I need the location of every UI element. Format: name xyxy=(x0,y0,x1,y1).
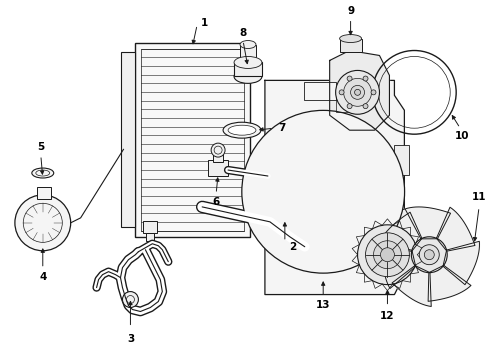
Circle shape xyxy=(355,89,361,95)
Ellipse shape xyxy=(32,168,54,178)
Circle shape xyxy=(122,292,138,307)
Polygon shape xyxy=(405,207,450,239)
Bar xyxy=(394,209,409,229)
Circle shape xyxy=(412,237,447,273)
Text: 12: 12 xyxy=(380,311,395,321)
Polygon shape xyxy=(383,243,416,288)
Circle shape xyxy=(336,71,379,114)
Polygon shape xyxy=(392,266,431,306)
Ellipse shape xyxy=(228,125,256,135)
Text: 13: 13 xyxy=(316,300,330,310)
Polygon shape xyxy=(437,207,475,251)
Circle shape xyxy=(358,225,417,285)
Bar xyxy=(340,39,362,53)
Text: 9: 9 xyxy=(347,6,354,15)
Text: 7: 7 xyxy=(278,123,286,133)
Circle shape xyxy=(350,85,365,99)
Circle shape xyxy=(211,143,225,157)
Bar xyxy=(240,45,256,62)
Bar xyxy=(122,53,135,227)
Text: 11: 11 xyxy=(472,192,487,202)
Polygon shape xyxy=(265,80,404,294)
Bar xyxy=(144,221,157,233)
Polygon shape xyxy=(330,50,390,130)
Ellipse shape xyxy=(223,122,261,138)
Bar xyxy=(304,82,336,100)
Bar xyxy=(213,150,223,162)
Circle shape xyxy=(343,78,371,106)
Text: 3: 3 xyxy=(127,334,134,345)
Circle shape xyxy=(242,111,405,273)
Circle shape xyxy=(380,248,394,262)
Circle shape xyxy=(15,195,71,251)
Text: 1: 1 xyxy=(200,18,208,28)
Circle shape xyxy=(366,233,409,276)
Bar xyxy=(336,100,354,112)
Bar xyxy=(147,233,154,241)
Circle shape xyxy=(347,104,352,109)
Polygon shape xyxy=(378,212,422,251)
Bar xyxy=(37,187,51,199)
Ellipse shape xyxy=(340,35,362,42)
Text: 4: 4 xyxy=(39,272,47,282)
Text: 2: 2 xyxy=(289,242,296,252)
Bar xyxy=(142,49,244,231)
Text: 10: 10 xyxy=(455,131,469,141)
Circle shape xyxy=(363,76,368,81)
Ellipse shape xyxy=(234,69,262,84)
Bar xyxy=(208,160,228,176)
Text: 5: 5 xyxy=(37,142,45,152)
Circle shape xyxy=(347,76,352,81)
Circle shape xyxy=(339,90,344,95)
Circle shape xyxy=(371,90,376,95)
Circle shape xyxy=(373,241,401,269)
Circle shape xyxy=(363,104,368,109)
Text: 6: 6 xyxy=(213,197,220,207)
Polygon shape xyxy=(428,265,471,301)
Ellipse shape xyxy=(240,41,256,49)
Ellipse shape xyxy=(234,57,262,68)
Bar xyxy=(394,145,409,175)
Polygon shape xyxy=(443,241,479,285)
Circle shape xyxy=(424,250,434,260)
Circle shape xyxy=(419,245,439,265)
Bar xyxy=(135,42,250,237)
Text: 8: 8 xyxy=(240,28,246,37)
Bar xyxy=(234,62,262,76)
